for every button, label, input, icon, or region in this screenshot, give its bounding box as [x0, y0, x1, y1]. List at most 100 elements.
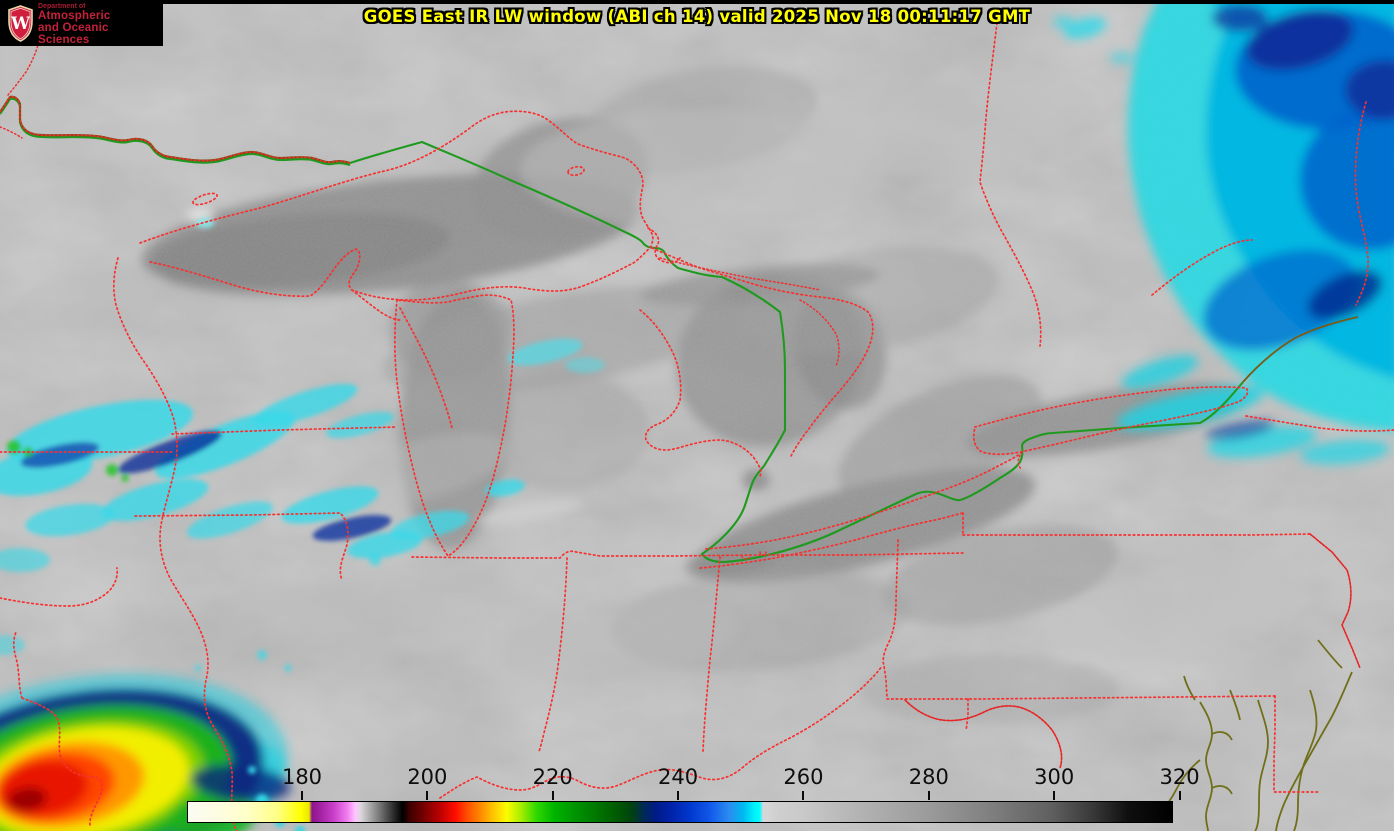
atlantic-coastline [1159, 316, 1359, 831]
michigan-thumb-coast [639, 309, 762, 477]
mississippi-border [112, 257, 238, 831]
colorbar-tick-label: 180 [281, 765, 323, 789]
superior-south-shore [149, 244, 653, 301]
cyan-patch [252, 383, 358, 427]
logo-text: Department of Atmospheric and Oceanic Sc… [38, 3, 163, 47]
cyan-dot [194, 664, 202, 672]
il-in-border [538, 557, 568, 753]
cyan-streak [1121, 355, 1199, 389]
top-black-strip [0, 0, 1394, 4]
storm-navy-lump [190, 764, 291, 802]
coldest-core [1212, 4, 1268, 32]
missouri-river-line [12, 631, 103, 827]
ia-mo-border [134, 512, 349, 581]
wi-up-border [351, 289, 401, 321]
navy-core [20, 442, 100, 468]
erie-south-shore [699, 512, 964, 569]
cyan-patch [25, 503, 115, 537]
storm-darkred-core [7, 787, 47, 812]
us-canada-border-line [349, 140, 1244, 564]
superior-north-shore [139, 110, 654, 244]
border-red-dots [0, 96, 351, 164]
coldest-core [1246, 9, 1354, 71]
oh-pa-border [882, 539, 899, 699]
cyan-streak [1300, 439, 1390, 465]
navy-streak [1205, 420, 1275, 440]
georgian-bay-inner [799, 299, 840, 367]
michipicoten-island [567, 165, 585, 177]
cyan-patch [101, 478, 209, 522]
ne-border-b [1354, 101, 1369, 306]
colorbar-tick-label: 300 [1034, 765, 1075, 789]
chesapeake-inlets [1211, 731, 1233, 795]
cyan-dot [295, 826, 305, 831]
wi-il-border [171, 426, 398, 435]
cyan-patch [485, 479, 525, 497]
cyan-dot [369, 554, 381, 566]
cyan-streak [1116, 385, 1264, 431]
colorbar-tick [927, 791, 930, 800]
ohio-river [439, 665, 883, 799]
colorbar-tick [426, 791, 429, 800]
coast-link [1317, 639, 1343, 669]
colorbar-tick [677, 791, 680, 800]
manitoulin-shore [659, 257, 821, 291]
cyan-dot [248, 766, 256, 774]
crest-letter: W [10, 14, 31, 34]
colorbar-tick [1053, 791, 1056, 800]
colorbar-tick-label: 200 [407, 765, 448, 789]
mi-oh-in-border [411, 550, 964, 559]
ottawa-river [1242, 316, 1359, 383]
green-core [121, 474, 129, 482]
ny-vt-region-border [979, 13, 1042, 347]
cyan-dot [284, 664, 292, 672]
colorbar-tick [802, 791, 805, 800]
cyan-patch [155, 411, 295, 479]
cold-core [1203, 249, 1357, 351]
pa-ny-border [962, 512, 1311, 537]
cyan-patch [326, 411, 394, 439]
cyan-patch [507, 338, 583, 366]
logo-line2: and Oceanic Sciences [38, 22, 109, 47]
cold-cloud-patches-midwest [0, 218, 605, 672]
cyan-dot [257, 650, 267, 660]
door-peninsula [399, 307, 453, 429]
colorbar-tick [301, 791, 303, 800]
mason-dixon-line [886, 695, 1276, 700]
colorbar-tick-label: 240 [658, 765, 699, 789]
sault-channel [647, 227, 681, 264]
cyan-patch [390, 510, 470, 540]
erie-islands [741, 551, 767, 560]
delmarva-coast [1254, 699, 1269, 831]
cold-cloud-mass-northeast [1053, 0, 1394, 465]
coldest-core [1345, 60, 1394, 120]
cyan-bit [1063, 16, 1107, 40]
colorbar-tick [551, 791, 554, 800]
state-borders-dotted [0, 13, 1394, 831]
green-core [7, 440, 21, 454]
huron-georgian-coast [651, 247, 874, 459]
in-oh-border [702, 556, 721, 753]
cyan-patch [0, 548, 50, 572]
colorbar-tick-label: 280 [908, 765, 949, 789]
navy-core [312, 515, 392, 541]
us-canada-border-northwest [0, 95, 351, 167]
colorbar-tick [1178, 791, 1181, 800]
colorbar-tick-label: 260 [783, 765, 824, 789]
logo-line1: Atmospheric [38, 10, 111, 23]
erie-north-shore [705, 451, 1023, 550]
cyan-bit [1053, 16, 1073, 28]
coldest-core [1307, 270, 1383, 320]
cyan-patch [565, 357, 605, 373]
ny-nj-line [1309, 533, 1361, 669]
uw-aos-logo: W Department of Atmospheric and Oceanic … [0, 0, 163, 46]
susquehanna-river [1183, 675, 1241, 721]
colorbar-tick-label: 220 [532, 765, 573, 789]
lake-michigan-shoreline [394, 294, 515, 558]
ontario-east-line [1245, 415, 1394, 432]
cyan-patch [187, 501, 273, 539]
green-core [106, 464, 118, 476]
nw-corner-lines [0, 44, 39, 139]
temperature-colorbar [187, 801, 1173, 823]
uw-crest-icon: W [8, 5, 33, 42]
